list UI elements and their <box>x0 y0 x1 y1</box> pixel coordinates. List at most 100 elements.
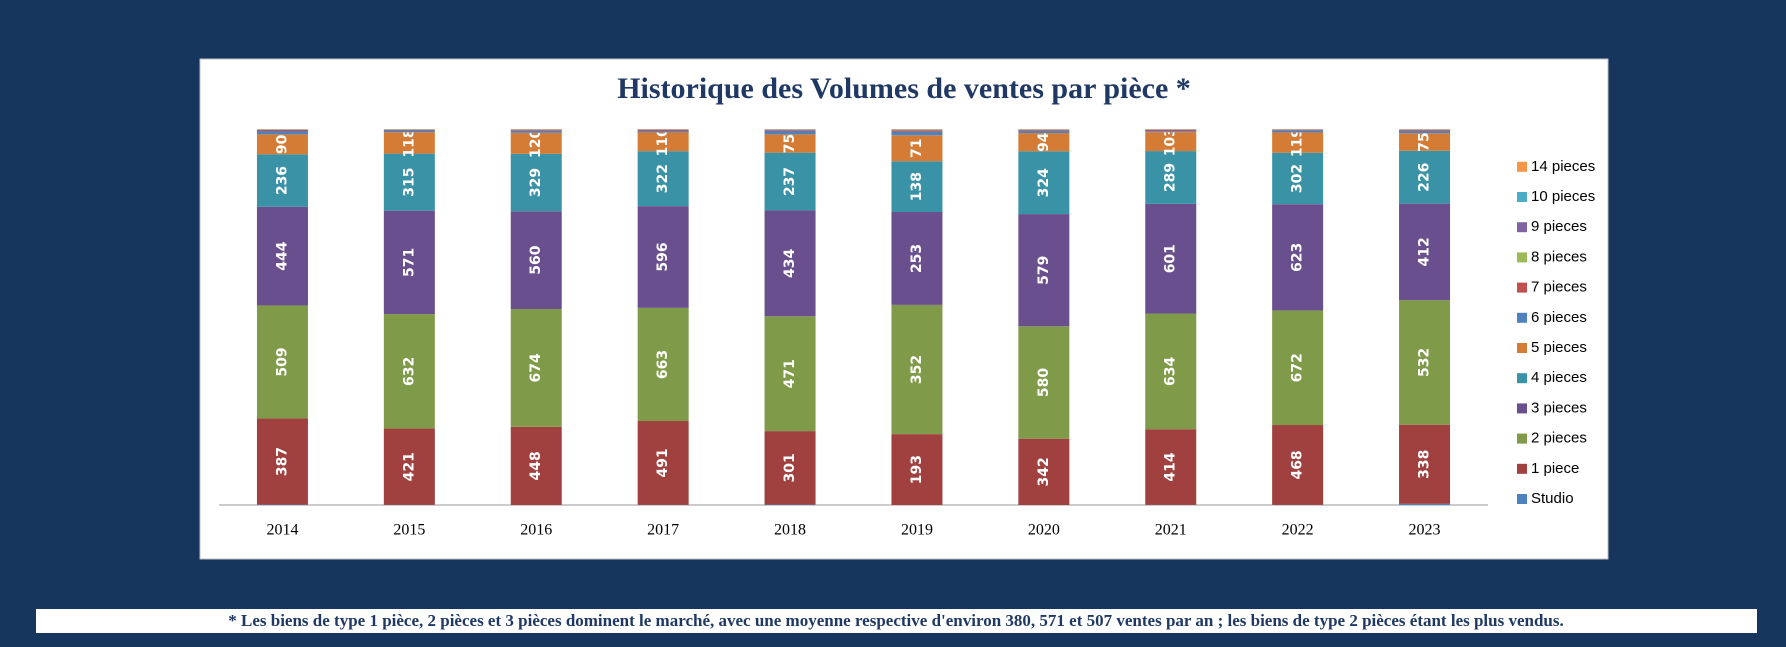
bar-segment <box>1272 310 1324 426</box>
data-label: 623 <box>1290 243 1306 272</box>
x-tick-label: 2022 <box>1282 522 1314 539</box>
data-label: 315 <box>401 168 417 197</box>
bar-segment <box>256 305 308 419</box>
data-label: 421 <box>401 452 417 481</box>
x-tick-label: 2020 <box>1028 522 1060 539</box>
bar-segment <box>764 130 816 135</box>
bar-segment <box>510 132 562 154</box>
bar-segment <box>1399 129 1451 131</box>
bar-segment <box>891 161 943 212</box>
bar-segment <box>1018 129 1070 131</box>
data-label: 601 <box>1163 244 1179 273</box>
legend-swatch <box>1517 494 1527 504</box>
bar-segment <box>637 421 689 505</box>
data-label: 236 <box>274 166 290 195</box>
bar-segment <box>1145 203 1197 314</box>
bar-segment <box>256 206 308 306</box>
legend-label: 4 pieces <box>1531 369 1587 386</box>
data-label: 119 <box>1290 128 1306 157</box>
bar-segment <box>637 307 689 422</box>
bar-segment <box>510 211 562 310</box>
legend-swatch <box>1517 433 1527 444</box>
legend-swatch <box>1517 222 1527 233</box>
data-label: 444 <box>274 241 290 270</box>
legend-label: 5 pieces <box>1531 339 1587 356</box>
bar-segment <box>764 129 816 131</box>
data-label: 674 <box>528 353 544 382</box>
data-label: 434 <box>782 248 798 277</box>
legend-label: Studio <box>1531 490 1574 507</box>
legend-swatch <box>1517 161 1527 172</box>
bar-segment <box>383 132 435 154</box>
bar-segment <box>383 129 435 131</box>
bar-segment <box>1399 133 1451 151</box>
x-tick-label: 2018 <box>774 522 806 539</box>
bar-segment <box>256 134 308 155</box>
chart-title: Historique des Volumes de ventes par piè… <box>617 72 1191 105</box>
data-label: 75 <box>782 134 798 153</box>
bar-segment <box>1145 429 1197 505</box>
bar-segment <box>1272 130 1324 133</box>
bar-segment <box>891 131 943 136</box>
bar-segment <box>510 129 562 131</box>
bar-segment <box>764 210 816 317</box>
data-label: 352 <box>909 355 925 384</box>
bar-segment <box>1399 130 1451 134</box>
legend-label: 1 piece <box>1531 460 1579 477</box>
legend-label: 14 pieces <box>1531 158 1595 175</box>
bar-segment <box>1018 151 1070 215</box>
bar-segment <box>1399 150 1451 204</box>
data-label: 571 <box>401 248 417 277</box>
data-label: 414 <box>1163 452 1179 481</box>
data-label: 387 <box>274 447 290 476</box>
bar-segment <box>256 154 308 207</box>
legend-label: 8 pieces <box>1531 248 1587 265</box>
legend-label: 6 pieces <box>1531 309 1587 326</box>
legend-swatch <box>1517 373 1527 384</box>
bar-segment <box>1145 131 1197 133</box>
data-label: 491 <box>655 448 671 477</box>
bar-segment <box>764 431 816 505</box>
data-label: 103 <box>1163 127 1179 156</box>
data-label: 253 <box>909 244 925 273</box>
data-label: 468 <box>1290 450 1306 479</box>
bar-segment <box>1018 326 1070 439</box>
data-label: 342 <box>1036 457 1052 486</box>
bar-segment <box>891 434 943 505</box>
data-label: 75 <box>1417 132 1433 151</box>
legend-label: 2 pieces <box>1531 430 1587 447</box>
bar-segment <box>510 426 562 505</box>
x-tick-label: 2023 <box>1409 522 1441 539</box>
data-label: 580 <box>1036 368 1052 397</box>
data-label: 94 <box>1036 132 1052 152</box>
bar-segment <box>383 314 435 429</box>
bar-segment <box>256 131 308 135</box>
legend-swatch <box>1517 282 1527 293</box>
bar-segment <box>1272 204 1324 311</box>
legend-swatch <box>1517 192 1527 202</box>
legend-label: 7 pieces <box>1531 279 1587 296</box>
bar-segment <box>1399 503 1451 505</box>
data-label: 532 <box>1417 348 1433 377</box>
data-label: 471 <box>782 359 798 388</box>
bar-segment <box>637 132 689 152</box>
bar-segment <box>1399 203 1451 301</box>
bar-segment <box>1272 132 1324 153</box>
bar-segment <box>764 316 816 432</box>
bar-segment <box>1145 132 1197 152</box>
bar-segment <box>1145 129 1197 132</box>
bar-segment <box>383 210 435 315</box>
bar-segment <box>1272 129 1324 131</box>
bar-segment <box>383 428 435 505</box>
legend-label: 3 pieces <box>1531 399 1587 416</box>
legend-label: 9 pieces <box>1531 218 1587 235</box>
bar-segment <box>256 129 308 131</box>
footnote-box <box>36 609 1757 633</box>
data-label: 632 <box>401 357 417 386</box>
data-label: 302 <box>1290 164 1306 193</box>
bar-segment <box>1018 130 1070 134</box>
data-label: 663 <box>655 350 671 379</box>
x-tick-label: 2014 <box>266 522 298 539</box>
